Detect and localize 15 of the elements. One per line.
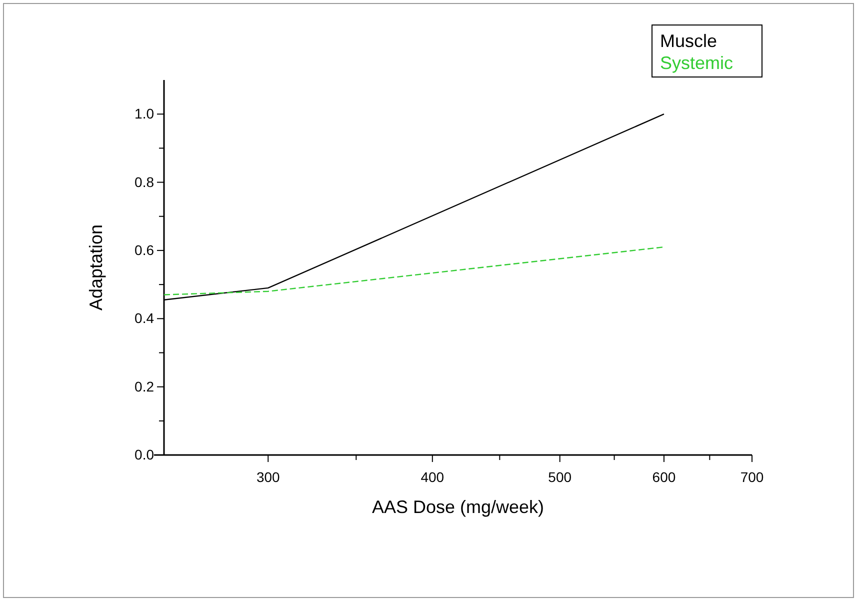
x-tick-label: 500 — [548, 468, 572, 485]
x-tick-label: 300 — [256, 468, 280, 485]
x-tick-label: 700 — [740, 468, 764, 485]
y-tick-label: 0.6 — [134, 242, 154, 258]
y-tick-label: 0.2 — [134, 378, 154, 394]
y-tick-label: 0.4 — [134, 310, 154, 326]
text: Muscle — [660, 31, 718, 51]
y-tick-label: 0.8 — [134, 174, 154, 190]
y-axis-title: Adaptation — [86, 224, 106, 311]
x-tick-label: 400 — [420, 468, 444, 485]
x-axis-title: AAS Dose (mg/week) — [372, 497, 544, 517]
x-tick-label: 600 — [652, 468, 676, 485]
y-tick-label: 1.0 — [134, 106, 154, 122]
y-tick-label: 0.0 — [134, 446, 154, 462]
text: Systemic — [660, 53, 734, 73]
